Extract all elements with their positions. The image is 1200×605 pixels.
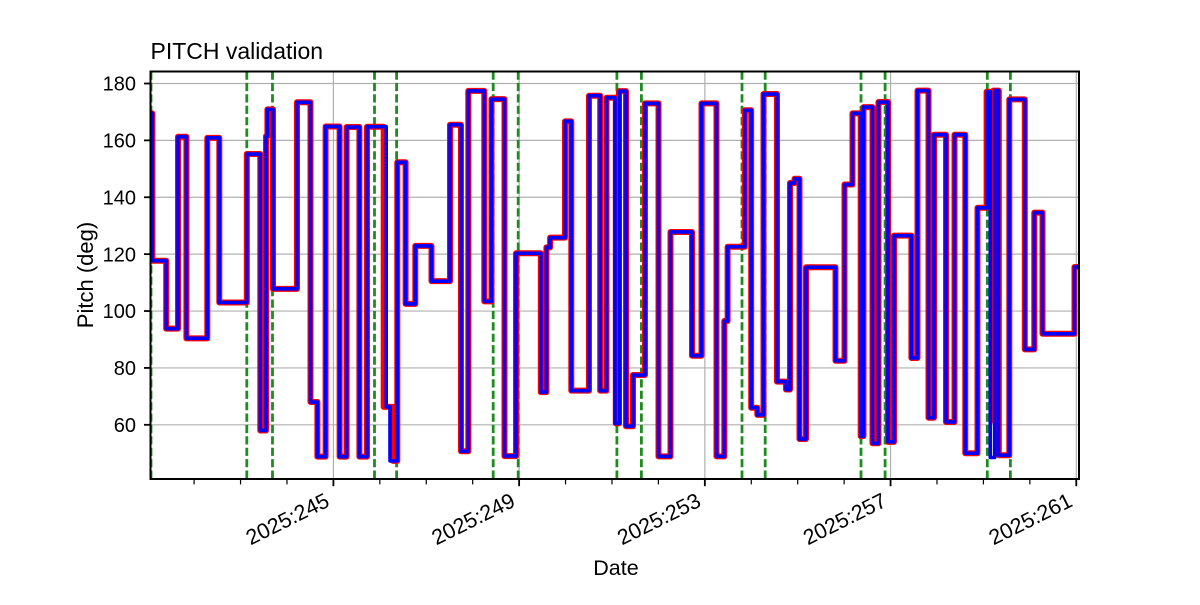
svg-text:160: 160	[103, 131, 136, 153]
svg-text:Pitch (deg): Pitch (deg)	[73, 222, 98, 328]
svg-text:140: 140	[103, 187, 136, 209]
svg-text:Date: Date	[593, 556, 638, 580]
svg-text:PITCH validation: PITCH validation	[151, 38, 324, 64]
svg-text:100: 100	[103, 301, 136, 323]
svg-text:120: 120	[103, 244, 136, 266]
svg-text:80: 80	[114, 358, 136, 380]
svg-text:60: 60	[114, 415, 136, 437]
svg-text:180: 180	[103, 74, 136, 96]
